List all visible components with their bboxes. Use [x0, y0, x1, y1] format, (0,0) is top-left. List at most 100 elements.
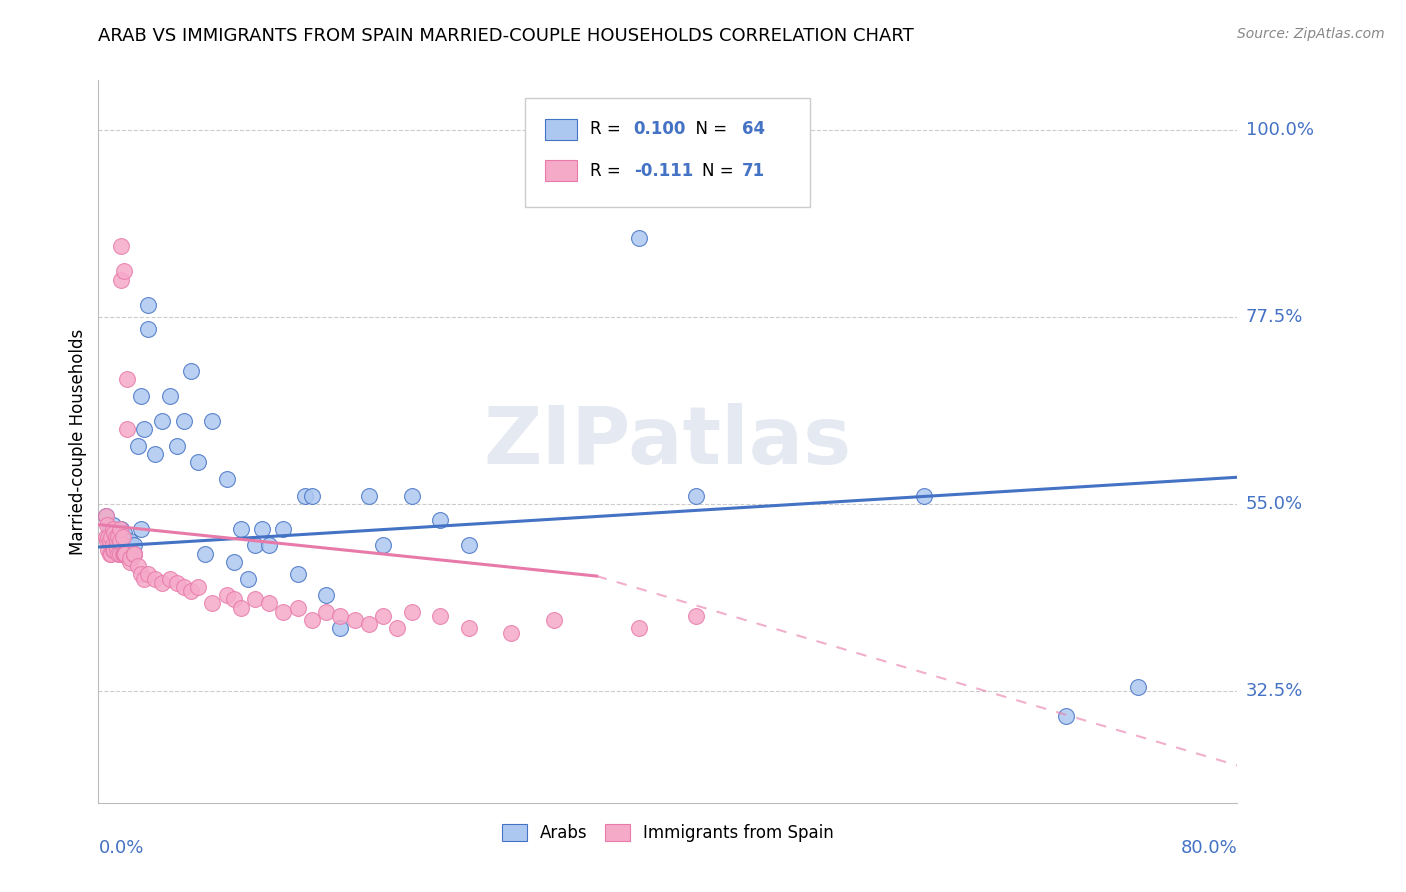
- Legend: Arabs, Immigrants from Spain: Arabs, Immigrants from Spain: [495, 817, 841, 848]
- Point: [1126, 680, 1149, 694]
- Point: [357, 617, 380, 632]
- Point: [1056, 708, 1078, 723]
- Point: [111, 547, 134, 561]
- Point: [111, 530, 134, 544]
- Y-axis label: Married-couple Households: Married-couple Households: [69, 328, 87, 555]
- Point: [159, 572, 181, 586]
- Point: [145, 572, 167, 586]
- Point: [110, 522, 132, 536]
- Point: [315, 605, 337, 619]
- Point: [685, 489, 707, 503]
- Point: [112, 547, 135, 561]
- Point: [122, 547, 145, 561]
- Text: 100.0%: 100.0%: [1246, 121, 1313, 139]
- Point: [103, 525, 125, 540]
- Point: [110, 272, 132, 286]
- Point: [129, 389, 152, 403]
- Point: [236, 572, 259, 586]
- Point: [373, 538, 395, 552]
- Text: R =: R =: [591, 161, 627, 179]
- Point: [187, 580, 209, 594]
- Point: [103, 542, 125, 557]
- Point: [152, 414, 174, 428]
- Point: [104, 530, 127, 544]
- Point: [104, 525, 127, 540]
- Point: [94, 509, 117, 524]
- Text: 80.0%: 80.0%: [1181, 838, 1237, 857]
- Point: [457, 621, 479, 635]
- Point: [685, 609, 707, 624]
- Point: [94, 509, 117, 524]
- Point: [108, 522, 131, 536]
- Point: [215, 472, 238, 486]
- Point: [115, 538, 138, 552]
- Point: [194, 547, 217, 561]
- Point: [104, 538, 127, 552]
- Point: [118, 542, 141, 557]
- Point: [301, 613, 323, 627]
- Text: 0.100: 0.100: [634, 120, 686, 138]
- Point: [287, 600, 309, 615]
- Text: Source: ZipAtlas.com: Source: ZipAtlas.com: [1237, 27, 1385, 41]
- Point: [628, 231, 651, 245]
- Point: [229, 600, 252, 615]
- Text: -0.111: -0.111: [634, 161, 693, 179]
- FancyBboxPatch shape: [526, 98, 810, 207]
- Point: [457, 538, 479, 552]
- Point: [114, 547, 136, 561]
- Point: [229, 522, 252, 536]
- Point: [259, 597, 281, 611]
- Point: [105, 534, 128, 549]
- Text: 77.5%: 77.5%: [1246, 308, 1303, 326]
- Point: [111, 547, 134, 561]
- Text: ARAB VS IMMIGRANTS FROM SPAIN MARRIED-COUPLE HOUSEHOLDS CORRELATION CHART: ARAB VS IMMIGRANTS FROM SPAIN MARRIED-CO…: [98, 27, 914, 45]
- Point: [152, 575, 174, 590]
- Point: [329, 621, 352, 635]
- Point: [180, 364, 202, 378]
- Point: [112, 547, 135, 561]
- Point: [201, 414, 224, 428]
- Point: [112, 525, 135, 540]
- FancyBboxPatch shape: [546, 120, 576, 139]
- Point: [112, 538, 135, 552]
- Point: [122, 538, 145, 552]
- Point: [166, 575, 188, 590]
- Point: [136, 297, 159, 311]
- Point: [273, 522, 295, 536]
- Point: [118, 550, 141, 565]
- Point: [118, 534, 141, 549]
- Point: [180, 584, 202, 599]
- Point: [329, 609, 352, 624]
- Point: [273, 605, 295, 619]
- Point: [201, 597, 224, 611]
- Point: [100, 547, 122, 561]
- Text: 71: 71: [742, 161, 765, 179]
- Point: [100, 530, 122, 544]
- Point: [105, 534, 128, 549]
- Point: [101, 542, 124, 557]
- Point: [98, 547, 121, 561]
- Text: 0.0%: 0.0%: [98, 838, 143, 857]
- Point: [301, 489, 323, 503]
- Point: [373, 609, 395, 624]
- Point: [132, 422, 155, 436]
- Point: [315, 588, 337, 602]
- Point: [115, 422, 138, 436]
- Point: [401, 489, 423, 503]
- Point: [912, 489, 935, 503]
- Point: [343, 613, 366, 627]
- Point: [222, 592, 245, 607]
- Point: [543, 613, 565, 627]
- Point: [101, 522, 124, 536]
- FancyBboxPatch shape: [546, 161, 576, 181]
- Text: ZIPatlas: ZIPatlas: [484, 402, 852, 481]
- Point: [108, 542, 131, 557]
- Point: [107, 547, 129, 561]
- Point: [108, 534, 131, 549]
- Point: [111, 530, 134, 544]
- Text: 55.0%: 55.0%: [1246, 495, 1303, 513]
- Point: [108, 547, 131, 561]
- Point: [97, 530, 120, 544]
- Point: [94, 530, 117, 544]
- Point: [243, 592, 266, 607]
